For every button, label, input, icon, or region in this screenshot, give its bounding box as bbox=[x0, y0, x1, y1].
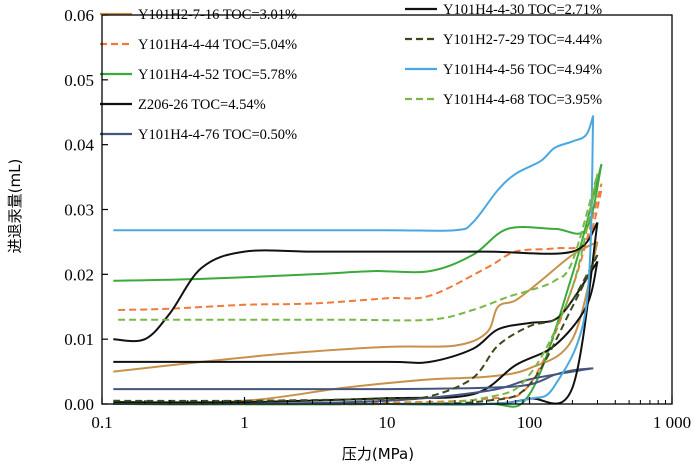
x-tick-label: 1 bbox=[240, 413, 249, 432]
series-2 bbox=[118, 183, 603, 406]
series-9-intrusion-line bbox=[118, 173, 599, 322]
series-5-intrusion-line bbox=[113, 367, 594, 391]
y-tick-label: 0.02 bbox=[64, 265, 94, 284]
y-tick-label: 0.00 bbox=[64, 395, 94, 414]
legend-label-3: Y101H4-4-52 TOC=5.78% bbox=[138, 67, 297, 83]
legend-label-8: Y101H4-4-56 TOC=4.94% bbox=[443, 62, 602, 78]
x-axis-title: 压力(MPa) bbox=[342, 445, 414, 463]
x-tick-label: 0.1 bbox=[91, 413, 112, 432]
axes: 0.00 0.01 0.02 0.03 0.04 0.05 0.06 0.1 1 10 100 1 0… bbox=[64, 6, 691, 432]
series-3-intrusion-line bbox=[113, 163, 603, 282]
series-1-intrusion-line bbox=[113, 241, 598, 373]
legend-label-7: Y101H2-7-29 TOC=4.44% bbox=[443, 32, 602, 48]
y-tick-label: 0.05 bbox=[64, 71, 94, 90]
legend-label-6: Y101H4-4-30 TOC=2.71% bbox=[443, 2, 602, 18]
series-2-extrusion-line bbox=[118, 183, 603, 406]
x-tick-label: 100 bbox=[517, 413, 543, 432]
legend-label-5: Y101H4-4-76 TOC=0.50% bbox=[138, 127, 297, 143]
x-tick-label: 10 bbox=[379, 413, 396, 432]
legend: Y101H2-7-16 TOC=3.01%Y101H4-4-44 TOC=5.0… bbox=[100, 2, 602, 143]
legend-label-4: Z206-26 TOC=4.54% bbox=[138, 97, 266, 113]
y-tick-label: 0.03 bbox=[64, 201, 94, 220]
series-7-intrusion-line bbox=[113, 254, 599, 402]
series-6-intrusion-line bbox=[113, 221, 599, 343]
y-tick-label: 0.01 bbox=[64, 330, 94, 349]
series-8-intrusion-line bbox=[113, 115, 595, 232]
series-layer bbox=[113, 115, 603, 408]
y-tick-label: 0.06 bbox=[64, 6, 94, 25]
legend-label-9: Y101H4-4-68 TOC=3.95% bbox=[443, 92, 602, 108]
x-tick-label: 1 000 bbox=[653, 413, 691, 432]
series-2-intrusion-line bbox=[118, 189, 603, 311]
y-axis-title: 进退汞量(mL) bbox=[6, 159, 24, 254]
legend-label-2: Y101H4-4-44 TOC=5.04% bbox=[138, 37, 297, 53]
y-tick-label: 0.04 bbox=[64, 136, 94, 155]
